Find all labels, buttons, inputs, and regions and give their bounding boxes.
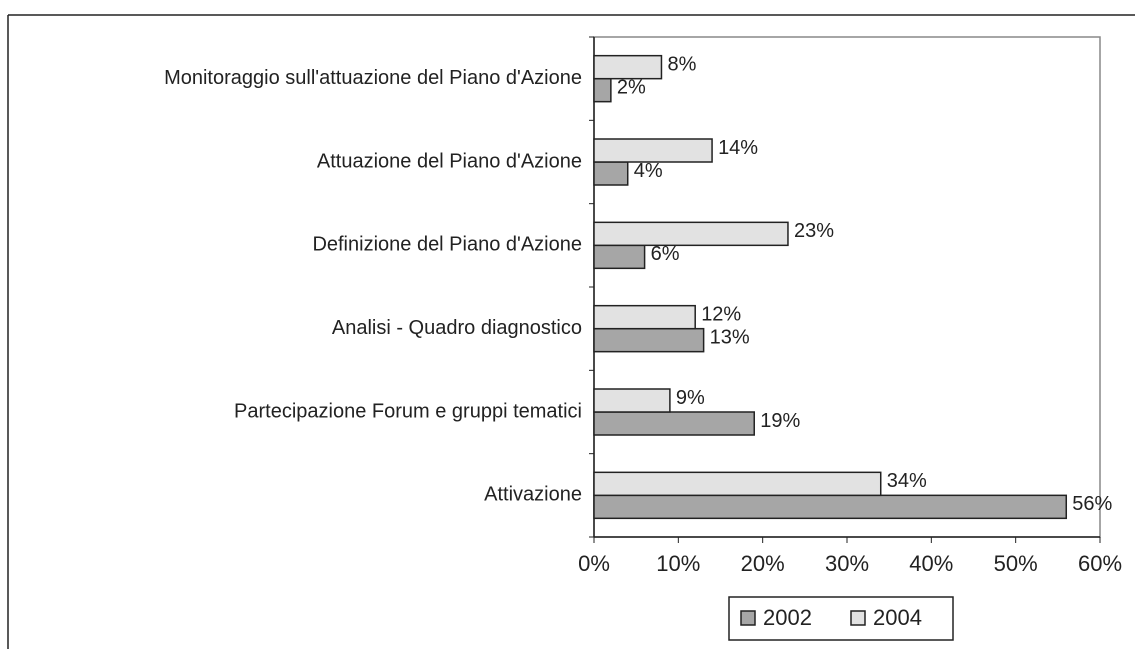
bar [593,411,755,436]
bar [593,471,882,497]
value-label: 56% [1072,493,1112,515]
bar [593,494,1068,520]
x-tick-label: 20% [741,551,785,576]
bar [593,388,671,413]
bar [593,244,646,270]
legend-label: 2002 [763,605,812,630]
legend-swatch [740,610,756,626]
value-label: 9% [676,387,705,409]
category-label: Monitoraggio sull'attuazione del Piano d… [164,67,582,89]
bar [593,77,612,103]
category-label: Attuazione del Piano d'Azione [317,150,582,172]
bar [593,54,663,80]
category-label: Partecipazione Forum e gruppi tematici [234,400,582,422]
x-tick-label: 10% [656,551,700,576]
value-label: 34% [887,470,927,492]
value-label: 2% [617,76,646,98]
legend-label: 2004 [873,605,922,630]
value-label: 13% [710,326,750,348]
value-label: 14% [718,137,758,159]
category-label: Attivazione [484,484,582,506]
bar [593,304,696,330]
bar [593,327,705,353]
plot-area [593,36,1101,538]
value-label: 8% [667,53,696,75]
x-tick-label: 0% [578,551,610,576]
bar [593,161,629,186]
value-label: 19% [760,410,800,432]
value-label: 12% [701,303,741,325]
category-label: Definizione del Piano d'Azione [312,234,582,256]
x-tick-label: 50% [994,551,1038,576]
category-label: Analisi - Quadro diagnostico [332,317,582,339]
x-tick-label: 30% [825,551,869,576]
x-tick-label: 40% [909,551,953,576]
bar [593,221,789,247]
x-tick-label: 60% [1078,551,1122,576]
legend-box [728,596,954,641]
bar [593,138,713,163]
value-label: 23% [794,220,834,242]
value-label: 4% [634,160,663,182]
value-label: 6% [651,243,680,265]
legend-swatch [850,610,866,626]
